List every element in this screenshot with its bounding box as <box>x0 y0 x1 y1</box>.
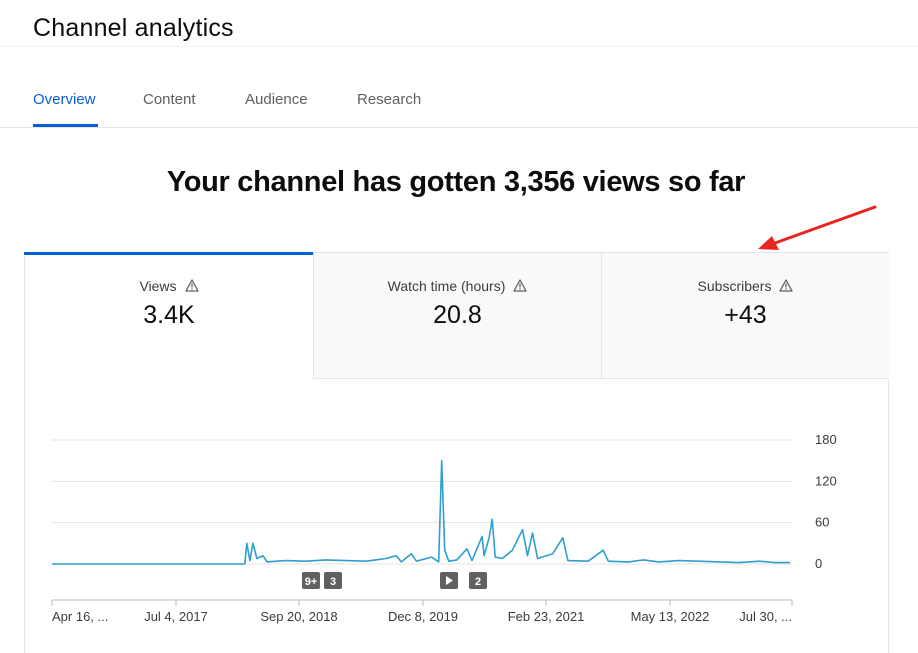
metrics-card: Views 3.4K Watch time (hours) 20.8 Subsc… <box>24 252 889 653</box>
y-tick-label: 180 <box>815 432 837 447</box>
watch-time-metric[interactable]: Watch time (hours) 20.8 <box>313 253 601 379</box>
warning-icon <box>184 279 199 295</box>
x-axis: Apr 16, ... Jul 4, 2017 Sep 20, 2018 Dec 8,… <box>51 599 793 624</box>
subscribers-metric-value: +43 <box>724 301 767 329</box>
series-layer <box>52 459 790 565</box>
header-divider <box>0 46 918 47</box>
y-axis: 180 120 60 0 <box>815 432 837 571</box>
active-tab-indicator <box>33 124 98 127</box>
chart-markers: 9+ 3 2 <box>302 572 487 589</box>
play-icon <box>446 576 453 585</box>
views-series-line <box>52 459 790 565</box>
chart-marker[interactable]: 2 <box>469 572 487 589</box>
views-metric-label-row: Views <box>25 278 313 295</box>
marker-label: 3 <box>330 576 336 588</box>
marker-label: 9+ <box>305 576 318 588</box>
marker-badge <box>469 572 487 589</box>
tab-bar: Overview Content Audience Research <box>0 78 918 128</box>
metric-label: Subscribers <box>697 278 772 294</box>
views-headline: Your channel has gotten 3,356 views so f… <box>166 166 746 198</box>
tab-overview[interactable]: Overview <box>33 91 96 108</box>
warning-icon <box>779 279 794 295</box>
y-tick-label: 120 <box>815 473 837 488</box>
chart-marker[interactable]: 9+ <box>302 572 320 589</box>
metric-label: Views <box>139 278 177 294</box>
x-tick-label: Jul 30, ... <box>739 609 792 624</box>
active-metric-indicator <box>24 252 313 255</box>
watch-time-metric-value: 20.8 <box>433 301 482 329</box>
chart-marker[interactable]: 3 <box>324 572 342 589</box>
subscribers-label-row: Subscribers <box>602 278 889 295</box>
play-marker[interactable] <box>440 572 458 589</box>
marker-badge <box>302 572 320 589</box>
subscribers-metric[interactable]: Subscribers +43 <box>601 253 889 379</box>
x-tick-label: Dec 8, 2019 <box>388 609 458 624</box>
chart-grid <box>52 439 792 565</box>
metric-label: Watch time (hours) <box>387 278 506 294</box>
x-tick-label: Apr 16, ... <box>52 609 108 624</box>
x-tick-label: Feb 23, 2021 <box>508 609 585 624</box>
warning-icon <box>513 279 528 295</box>
x-tick-label: Sep 20, 2018 <box>260 609 337 624</box>
views-metric[interactable]: Views 3.4K <box>24 252 313 379</box>
tab-content[interactable]: Content <box>143 91 196 108</box>
tab-research[interactable]: Research <box>357 91 422 108</box>
x-tick-label: Jul 4, 2017 <box>144 609 208 624</box>
annotation-arrow <box>758 205 877 250</box>
x-tick-label: May 13, 2022 <box>631 609 710 624</box>
marker-badge <box>324 572 342 589</box>
page-title: Channel analytics <box>33 14 234 42</box>
y-tick-label: 0 <box>815 556 822 571</box>
views-metric-value: 3.4K <box>143 301 195 329</box>
watch-time-label-row: Watch time (hours) <box>314 278 601 295</box>
marker-label: 2 <box>475 576 481 588</box>
tab-audience[interactable]: Audience <box>245 91 308 108</box>
y-tick-label: 60 <box>815 515 829 530</box>
